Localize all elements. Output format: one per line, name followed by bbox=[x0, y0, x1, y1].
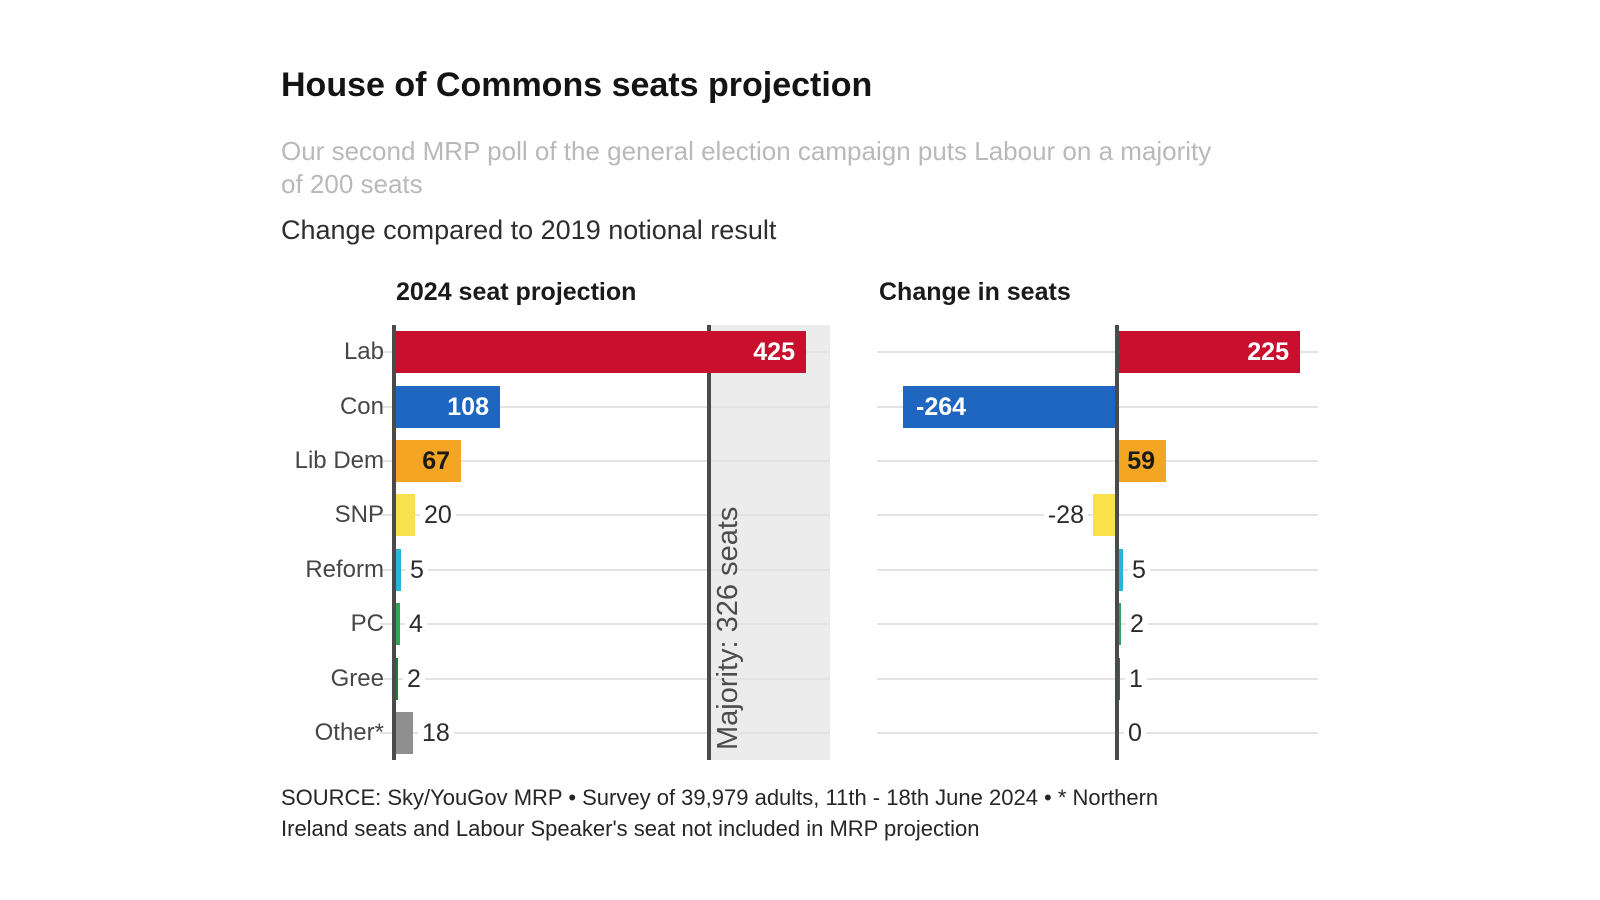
gridline-lib-dem bbox=[877, 460, 1318, 462]
left-axis bbox=[392, 325, 396, 760]
bar-gree bbox=[1119, 658, 1120, 700]
subtitle-line-2: of 200 seats bbox=[281, 169, 423, 199]
bar-lib-dem bbox=[1119, 440, 1166, 482]
value-label-reform: 5 bbox=[1128, 549, 1150, 591]
value-label-other: 0 bbox=[1124, 712, 1146, 754]
right-axis bbox=[1115, 325, 1119, 760]
value-label-pc: 2 bbox=[1126, 603, 1148, 645]
value-label-snp: 20 bbox=[420, 494, 456, 536]
category-label-lab: Lab bbox=[343, 338, 384, 365]
gridline-lab bbox=[877, 351, 1318, 353]
gridline-other bbox=[877, 732, 1318, 734]
value-label-lib-dem: 67 bbox=[422, 447, 450, 475]
gridline-other bbox=[380, 732, 830, 734]
bar-snp bbox=[1093, 494, 1115, 536]
value-label-pc: 4 bbox=[405, 603, 427, 645]
gridline-gree bbox=[877, 678, 1318, 680]
page-title: House of Commons seats projection bbox=[281, 66, 873, 104]
source-line-1: SOURCE: Sky/YouGov MRP • Survey of 39,97… bbox=[281, 785, 1159, 810]
value-label-lab: 425 bbox=[753, 338, 795, 366]
bar-reform bbox=[1119, 549, 1123, 591]
gridline-reform bbox=[877, 569, 1318, 571]
bar-lib-dem bbox=[396, 440, 461, 482]
source-note: SOURCE: Sky/YouGov MRP • Survey of 39,97… bbox=[281, 782, 1158, 844]
value-label-gree: 1 bbox=[1125, 658, 1147, 700]
gridline-con bbox=[380, 406, 830, 408]
category-label-gree: Gree bbox=[330, 665, 384, 692]
bar-reform bbox=[396, 549, 401, 591]
value-label-reform: 5 bbox=[406, 549, 428, 591]
bar-pc bbox=[396, 603, 400, 645]
comparison-note: Change compared to 2019 notional result bbox=[281, 215, 777, 245]
value-label-gree: 2 bbox=[403, 658, 425, 700]
category-label-snp: SNP bbox=[334, 501, 384, 528]
category-label-lib-dem: Lib Dem bbox=[294, 447, 384, 474]
right-panel-title: Change in seats bbox=[879, 278, 1071, 306]
bar-con bbox=[396, 386, 500, 428]
majority-line bbox=[707, 325, 711, 760]
value-label-lib-dem: 59 bbox=[1127, 447, 1155, 475]
bar-gree bbox=[396, 658, 398, 700]
value-label-lab: 225 bbox=[1247, 338, 1289, 366]
majority-band bbox=[707, 325, 830, 760]
bar-con bbox=[903, 386, 1115, 428]
gridline-lib-dem bbox=[380, 460, 830, 462]
bar-lab bbox=[1119, 331, 1300, 373]
value-label-con: 108 bbox=[447, 393, 489, 421]
majority-label: Majority: 326 seats bbox=[712, 506, 744, 750]
value-label-snp: -28 bbox=[1043, 494, 1088, 536]
gridline-reform bbox=[380, 569, 830, 571]
source-line-2: Ireland seats and Labour Speaker's seat … bbox=[281, 816, 980, 841]
gridline-snp bbox=[380, 514, 830, 516]
category-label-reform: Reform bbox=[305, 556, 384, 583]
bar-lab bbox=[396, 331, 806, 373]
category-label-other: Other* bbox=[314, 719, 384, 746]
page-subtitle: Our second MRP poll of the general elect… bbox=[281, 135, 1211, 201]
bar-snp bbox=[396, 494, 415, 536]
gridline-pc bbox=[877, 623, 1318, 625]
category-label-pc: PC bbox=[350, 610, 384, 637]
gridline-pc bbox=[380, 623, 830, 625]
bar-other bbox=[396, 712, 413, 754]
value-label-con: -264 bbox=[916, 393, 967, 421]
category-label-con: Con bbox=[339, 393, 384, 420]
left-panel-title: 2024 seat projection bbox=[396, 278, 637, 306]
value-label-other: 18 bbox=[418, 712, 454, 754]
bar-pc bbox=[1119, 603, 1121, 645]
gridline-gree bbox=[380, 678, 830, 680]
subtitle-line-1: Our second MRP poll of the general elect… bbox=[281, 136, 1212, 166]
